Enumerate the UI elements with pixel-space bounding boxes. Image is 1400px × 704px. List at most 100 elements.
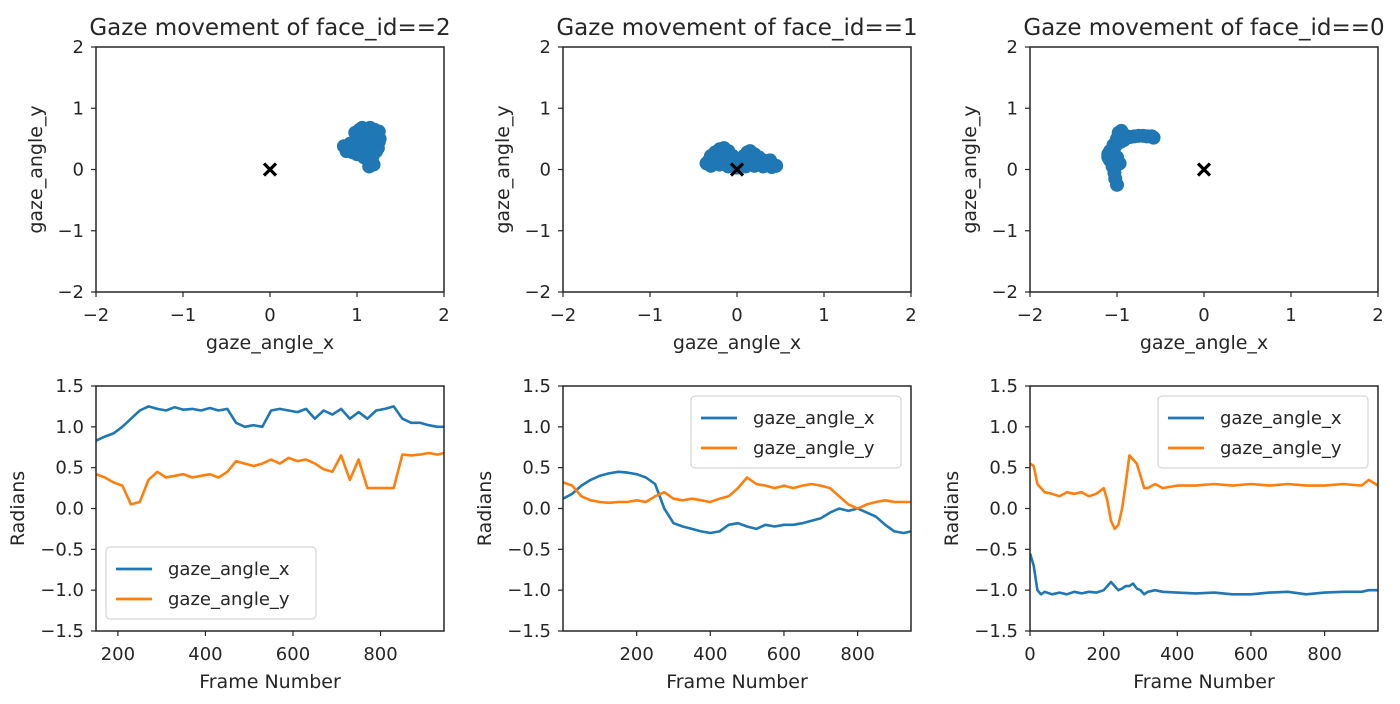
y-tick-label: −1.0 — [507, 580, 551, 601]
y-tick-label: 1 — [1007, 98, 1018, 119]
subplot-title: Gaze movement of face_id==2 — [89, 15, 450, 41]
y-tick-label: 2 — [73, 37, 84, 58]
subplot-5: 200 400 600 800 −1.5 −1.0 −0.5 0.0 0.5 1.0 1.5 gaze… — [474, 376, 912, 693]
plot-area — [1101, 123, 1212, 192]
y-tick-label: 1 — [73, 98, 84, 119]
legend-box — [690, 395, 902, 469]
y-tick-label: 0.0 — [522, 499, 551, 520]
x-tick-label: 2 — [438, 305, 449, 326]
scatter-point — [1116, 133, 1131, 148]
origin-x-marker — [1196, 162, 1212, 177]
axes-frame — [95, 385, 445, 632]
x-tick-label: 1 — [1285, 305, 1296, 326]
x-tick-label: −2 — [550, 305, 577, 326]
subplot-title: Gaze movement of face_id==1 — [556, 15, 917, 41]
legend: gaze_angle_x gaze_angle_y — [105, 546, 317, 620]
x-tick-label: 1 — [351, 305, 362, 326]
legend: gaze_angle_x gaze_angle_y — [1157, 395, 1369, 469]
y-tick-label: −1 — [524, 221, 551, 242]
axes-frame — [562, 46, 912, 293]
x-tick-label: 800 — [1307, 644, 1341, 665]
x-tick-label: 400 — [1160, 644, 1194, 665]
plot-area — [96, 405, 444, 506]
y-axis-label: gaze_angle_y — [492, 105, 514, 233]
x-tick-label: 400 — [693, 644, 727, 665]
x-tick-label: 600 — [276, 644, 310, 665]
scatter-point — [366, 157, 381, 172]
y-tick-label: 1.5 — [522, 376, 551, 397]
y-tick-label: 1.5 — [55, 376, 84, 397]
y-axis-label: gaze_angle_y — [959, 105, 981, 233]
y-tick-label: 2 — [1007, 37, 1018, 58]
x-tick-label: 0 — [731, 305, 742, 326]
y-tick-label: 0.5 — [55, 458, 84, 479]
scatter-point — [1105, 142, 1120, 157]
axes-frame — [1029, 385, 1379, 632]
y-tick-label: −1 — [57, 221, 84, 242]
x-tick-label: −2 — [1017, 305, 1044, 326]
x-tick-label: −1 — [637, 305, 664, 326]
legend-label: gaze_angle_y — [1220, 438, 1342, 459]
x-tick-label: 0 — [1024, 644, 1035, 665]
scatter-point — [1107, 156, 1122, 171]
x-tick-label: 0 — [1198, 305, 1209, 326]
series-line-gaze_angle_y — [563, 476, 911, 510]
y-tick-label: 0.0 — [989, 499, 1018, 520]
series-line-gaze_angle_x — [1030, 553, 1378, 596]
legend-label: gaze_angle_x — [1220, 408, 1342, 429]
y-tick-label: 0.0 — [55, 499, 84, 520]
legend-box — [105, 546, 317, 620]
scatter-point — [369, 144, 384, 159]
x-tick-label: −1 — [170, 305, 197, 326]
scatter-point — [736, 149, 751, 164]
x-tick-label: 200 — [1086, 644, 1120, 665]
x-tick-label: 600 — [767, 644, 801, 665]
y-tick-label: −1.5 — [507, 621, 551, 642]
x-tick-label: 600 — [1234, 644, 1268, 665]
y-tick-label: 0.5 — [989, 458, 1018, 479]
x-axis-label: Frame Number — [1133, 671, 1275, 693]
scatter-point — [1110, 177, 1124, 192]
y-tick-label: 1 — [540, 98, 551, 119]
y-tick-label: −2 — [57, 282, 84, 303]
series-line-gaze_angle_x — [563, 470, 911, 535]
plot-area — [1030, 454, 1378, 596]
y-tick-label: −1.5 — [974, 621, 1018, 642]
legend-label: gaze_angle_y — [168, 589, 290, 610]
legend-label: gaze_angle_x — [168, 559, 290, 580]
y-axis-label: Radians — [7, 471, 29, 546]
plot-area — [563, 470, 911, 535]
y-tick-label: −2 — [991, 282, 1018, 303]
series-line-gaze_angle_y — [1030, 454, 1378, 531]
y-axis-label: gaze_angle_y — [25, 105, 47, 233]
y-tick-label: 0.5 — [522, 458, 551, 479]
x-axis-label: gaze_angle_x — [1140, 332, 1268, 354]
x-tick-label: −1 — [1104, 305, 1131, 326]
series-line-gaze_angle_y — [96, 451, 444, 506]
x-axis-label: Frame Number — [666, 671, 808, 693]
x-tick-label: 800 — [363, 644, 397, 665]
y-tick-label: −2 — [524, 282, 551, 303]
x-tick-label: 400 — [188, 644, 222, 665]
scatter-point — [1146, 130, 1161, 145]
origin-x-marker — [262, 162, 278, 177]
x-tick-label: 0 — [264, 305, 275, 326]
y-tick-label: −1.0 — [40, 580, 84, 601]
subplot-4: 200 400 600 800 −1.5 −1.0 −0.5 0.0 0.5 1.0 1.5 gaze… — [7, 376, 445, 693]
y-axis-label: Radians — [474, 471, 496, 546]
scatter-point — [355, 120, 370, 135]
subplot-6: 0 200 400 600 800 −1.5 −1.0 −0.5 0.0 0.5 1.0 1.5 gaz… — [941, 376, 1379, 693]
x-tick-label: 2 — [905, 305, 916, 326]
legend-box — [1157, 395, 1369, 469]
x-tick-label: 200 — [101, 644, 135, 665]
legend-label: gaze_angle_x — [753, 408, 875, 429]
x-tick-label: 1 — [818, 305, 829, 326]
subplot-title: Gaze movement of face_id==0 — [1023, 15, 1384, 41]
y-tick-label: 1.5 — [989, 376, 1018, 397]
y-tick-label: 1.0 — [55, 417, 84, 438]
plot-area — [262, 120, 387, 177]
y-tick-label: −0.5 — [40, 539, 84, 560]
